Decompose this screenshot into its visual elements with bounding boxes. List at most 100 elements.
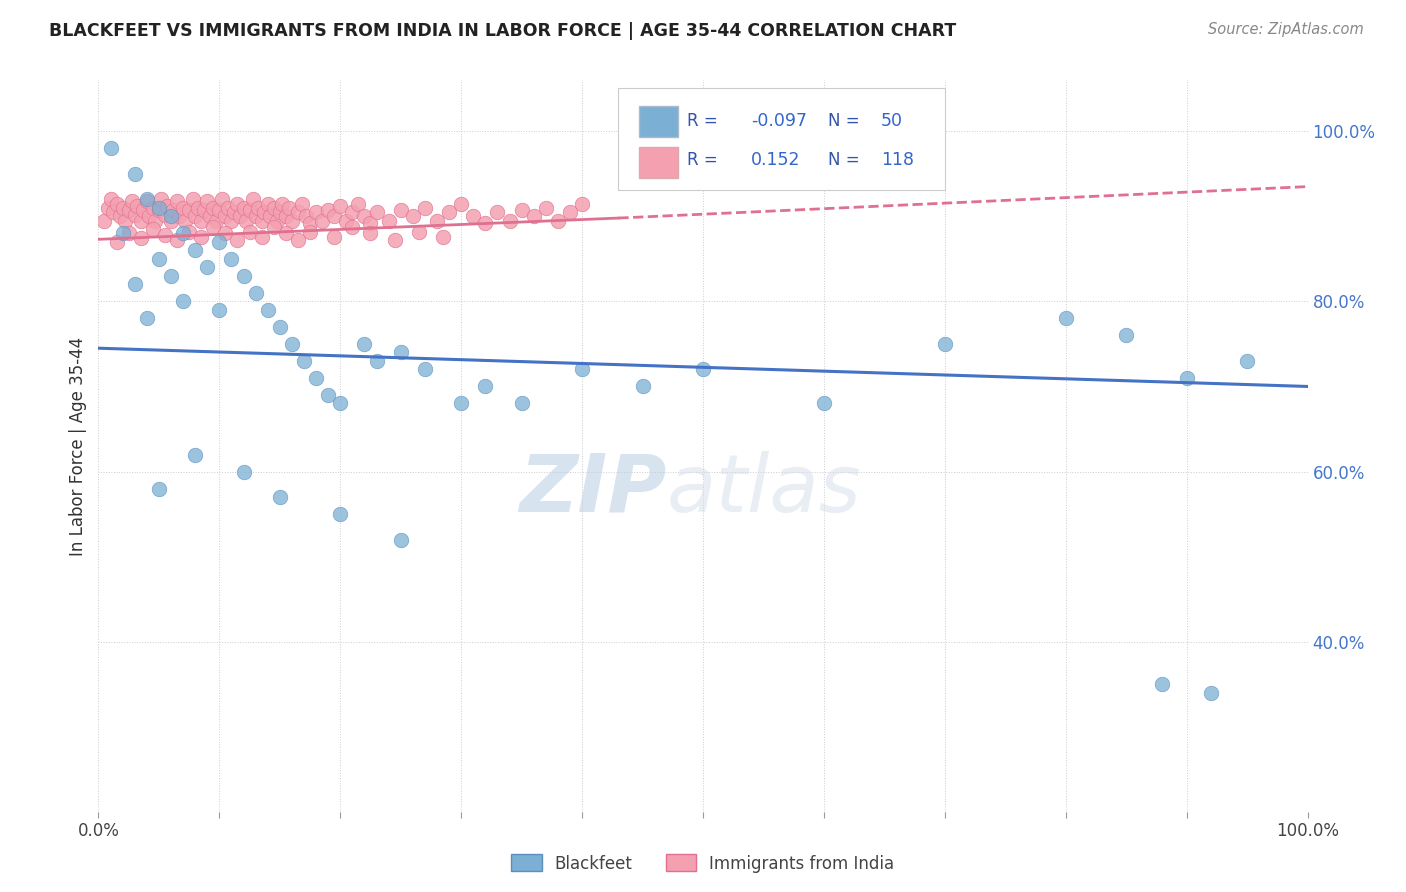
Point <box>271 196 294 211</box>
Point <box>474 379 496 393</box>
Text: ZIP: ZIP <box>519 450 666 529</box>
Point <box>263 201 285 215</box>
Point <box>222 205 245 219</box>
Point <box>135 194 157 208</box>
Point <box>299 216 322 230</box>
FancyBboxPatch shape <box>619 87 945 190</box>
Point <box>214 227 236 241</box>
Point <box>181 192 204 206</box>
Point <box>100 192 122 206</box>
Point <box>1054 311 1077 326</box>
Point <box>290 196 312 211</box>
Point <box>172 227 194 241</box>
Point <box>510 202 533 217</box>
Point <box>118 227 141 241</box>
Point <box>269 490 291 504</box>
Point <box>221 213 243 227</box>
Point <box>129 230 152 244</box>
Point <box>360 227 382 241</box>
Point <box>239 225 262 239</box>
Point <box>97 201 120 215</box>
Point <box>347 196 370 211</box>
Point <box>377 213 399 227</box>
Point <box>111 201 134 215</box>
Text: BLACKFEET VS IMMIGRANTS FROM INDIA IN LABOR FORCE | AGE 35-44 CORRELATION CHART: BLACKFEET VS IMMIGRANTS FROM INDIA IN LA… <box>49 22 956 40</box>
Text: Source: ZipAtlas.com: Source: ZipAtlas.com <box>1208 22 1364 37</box>
Point <box>184 210 207 224</box>
Point <box>142 201 165 215</box>
Point <box>366 354 388 368</box>
Point <box>132 202 155 217</box>
Point <box>316 202 339 217</box>
Point <box>148 482 170 496</box>
Point <box>450 396 472 410</box>
Point <box>124 208 146 222</box>
Point <box>124 167 146 181</box>
Point <box>226 233 249 247</box>
Text: R =: R = <box>688 112 723 129</box>
Point <box>450 196 472 211</box>
Point <box>432 229 454 244</box>
Point <box>389 345 412 359</box>
Point <box>256 196 278 211</box>
Point <box>247 201 270 215</box>
Point <box>142 222 165 236</box>
Point <box>229 210 252 224</box>
Point <box>208 202 231 217</box>
Point <box>118 202 141 217</box>
Point <box>250 229 273 244</box>
Point <box>202 201 225 215</box>
Point <box>93 213 115 227</box>
Point <box>463 210 485 224</box>
Point <box>329 507 352 521</box>
Point <box>208 302 231 317</box>
Point <box>329 396 352 410</box>
Point <box>232 465 254 479</box>
Point <box>437 205 460 219</box>
Point <box>305 371 328 385</box>
Point <box>278 201 301 215</box>
Point <box>353 210 375 224</box>
Point <box>408 225 430 239</box>
Point <box>190 229 212 244</box>
Point <box>160 213 183 227</box>
Point <box>202 219 225 234</box>
Point <box>266 213 288 227</box>
Point <box>295 210 318 224</box>
Point <box>127 199 149 213</box>
Point <box>105 196 128 211</box>
Point <box>523 210 546 224</box>
Point <box>195 260 218 275</box>
Legend: Blackfeet, Immigrants from India: Blackfeet, Immigrants from India <box>505 847 901 880</box>
Point <box>571 196 593 211</box>
Point <box>329 199 352 213</box>
Point <box>166 233 188 247</box>
Text: 118: 118 <box>880 151 914 169</box>
Point <box>1175 371 1198 385</box>
Point <box>366 205 388 219</box>
Point <box>179 225 201 239</box>
Point <box>274 210 297 224</box>
Text: R =: R = <box>688 151 723 169</box>
Point <box>259 210 281 224</box>
Point <box>281 337 304 351</box>
Point <box>190 213 212 227</box>
Point <box>1199 686 1222 700</box>
Point <box>172 294 194 309</box>
Point <box>269 205 291 219</box>
Bar <box>638 147 678 178</box>
Point <box>342 205 364 219</box>
Point <box>193 202 215 217</box>
Point <box>148 202 170 217</box>
Point <box>292 354 315 368</box>
Point <box>250 213 273 227</box>
Point <box>245 210 267 224</box>
Point <box>105 235 128 249</box>
Point <box>353 337 375 351</box>
Point <box>148 252 170 266</box>
Text: N =: N = <box>828 151 865 169</box>
Point <box>211 192 233 206</box>
Point <box>299 225 322 239</box>
Point <box>135 192 157 206</box>
Point <box>402 210 425 224</box>
